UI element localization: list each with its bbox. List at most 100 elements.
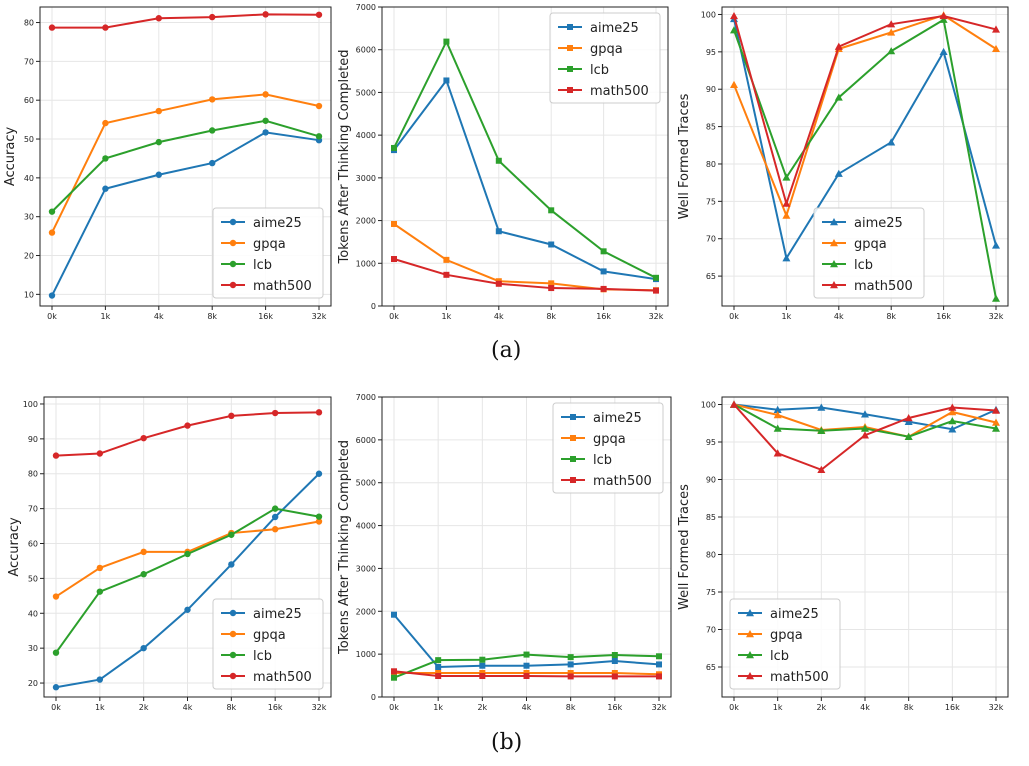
data-point-gpqa — [992, 44, 1000, 53]
legend-label-gpqa: gpqa — [770, 628, 803, 643]
data-point-math500 — [435, 673, 442, 679]
y-axis-label: Well Formed Traces — [677, 93, 692, 219]
data-point-gpqa — [730, 80, 738, 88]
data-point-math500 — [523, 673, 530, 679]
data-point-gpqa — [773, 411, 782, 419]
y-tick-label: 70 — [706, 235, 716, 244]
chart-panel-a-accuracy: 10 20 30 40 50 60 70 80 0k 1k 4k 8k 16k 32k Accuracy ai… — [3, 6, 332, 321]
data-point-aime25 — [782, 254, 791, 262]
x-tick-label: 32k — [652, 703, 667, 712]
data-point-aime25 — [495, 228, 502, 235]
x-tick-label: 1k — [433, 703, 443, 712]
data-point-lcb — [887, 47, 896, 55]
legend-label-math500: math500 — [593, 474, 652, 489]
legend-label-lcb: lcb — [253, 258, 272, 273]
data-point-math500 — [228, 412, 235, 420]
series-gpqa — [48, 91, 323, 236]
data-point-gpqa — [887, 28, 896, 36]
legend-label-lcb: lcb — [590, 63, 609, 78]
x-tick-label: 4k — [183, 703, 193, 712]
y-tick-label: 30 — [24, 213, 34, 222]
y-axis-label: Tokens After Thinking Completed — [337, 440, 352, 655]
data-point-lcb — [443, 38, 450, 45]
data-point-gpqa — [782, 211, 791, 219]
legend-label-aime25: aime25 — [854, 216, 903, 231]
x-tick-label: 0k — [729, 312, 739, 321]
legend-marker-lcb — [830, 260, 838, 268]
data-point-math500 — [834, 42, 843, 50]
series-math500 — [730, 11, 1000, 208]
x-tick-label: 16k — [936, 312, 951, 321]
x-tick-label: 0k — [729, 703, 739, 712]
data-point-aime25 — [96, 676, 104, 683]
data-point-math500 — [52, 452, 60, 459]
legend-marker-aime25 — [229, 218, 237, 226]
data-point-math500 — [209, 13, 216, 21]
y-tick-label: 95 — [706, 438, 716, 447]
data-point-math500 — [102, 24, 109, 31]
data-point-lcb — [435, 657, 442, 664]
data-point-lcb — [773, 424, 782, 432]
chart-panel-b-wellformed: 65 70 75 80 85 90 95 100 0k 1k 2k 4k 8k 16k 32k Well Fo… — [677, 396, 1009, 712]
data-point-aime25 — [611, 658, 618, 664]
series-line-math500 — [393, 258, 657, 292]
data-point-aime25 — [656, 661, 662, 668]
x-tick-label: 0k — [51, 703, 61, 712]
y-tick-label: 20 — [28, 679, 38, 688]
x-tick-label: 8k — [546, 312, 556, 321]
x-tick-label: 16k — [607, 703, 622, 712]
data-point-lcb — [495, 157, 502, 164]
legend-label-lcb: lcb — [253, 649, 272, 664]
data-point-gpqa — [992, 418, 1000, 426]
legend-label-gpqa: gpqa — [253, 237, 286, 252]
data-point-math500 — [315, 11, 323, 18]
data-point-gpqa — [48, 229, 56, 236]
y-tick-label: 3000 — [356, 564, 376, 573]
data-point-aime25 — [817, 403, 826, 411]
data-point-aime25 — [262, 129, 269, 136]
data-point-lcb — [48, 208, 56, 215]
data-point-math500 — [939, 11, 948, 20]
x-tick-label: 4k — [154, 312, 164, 321]
y-tick-label: 75 — [706, 588, 716, 597]
data-point-aime25 — [315, 470, 323, 477]
data-point-aime25 — [861, 410, 869, 418]
x-tick-label: 16k — [945, 703, 960, 712]
caption-a: (a) — [491, 338, 522, 363]
y-tick-label: 80 — [706, 551, 716, 560]
data-point-lcb — [948, 417, 957, 425]
legend-label-lcb: lcb — [854, 258, 873, 273]
data-point-math500 — [948, 403, 957, 411]
data-point-lcb — [140, 571, 147, 578]
y-tick-label: 20 — [24, 252, 34, 261]
series-math500 — [52, 409, 323, 459]
data-point-aime25 — [939, 47, 948, 56]
legend-label-lcb: lcb — [770, 649, 789, 664]
data-point-gpqa — [271, 526, 279, 533]
legend-marker-gpqa — [567, 45, 573, 51]
data-point-math500 — [730, 11, 738, 20]
data-point-lcb — [228, 531, 235, 538]
y-tick-label: 100 — [23, 400, 38, 409]
data-point-gpqa — [209, 96, 216, 103]
series-lcb — [391, 651, 662, 681]
data-point-gpqa — [567, 670, 574, 676]
data-point-lcb — [155, 138, 162, 146]
x-tick-label: 8k — [904, 703, 914, 712]
y-tick-label: 90 — [706, 85, 716, 94]
x-tick-label: 16k — [258, 312, 273, 321]
data-point-gpqa — [548, 280, 555, 287]
legend-marker-math500 — [229, 672, 237, 680]
data-point-math500 — [479, 673, 486, 679]
x-tick-label: 1k — [782, 312, 792, 321]
series-lcb — [48, 117, 323, 215]
data-point-lcb — [656, 653, 662, 660]
data-point-lcb — [262, 117, 269, 124]
x-tick-label: 0k — [389, 703, 399, 712]
legend-label-gpqa: gpqa — [253, 628, 286, 643]
data-point-math500 — [391, 256, 397, 263]
series-line-gpqa — [733, 14, 997, 219]
series-line-math500 — [52, 13, 320, 29]
legend-marker-gpqa — [570, 435, 576, 441]
data-point-gpqa — [391, 220, 397, 227]
